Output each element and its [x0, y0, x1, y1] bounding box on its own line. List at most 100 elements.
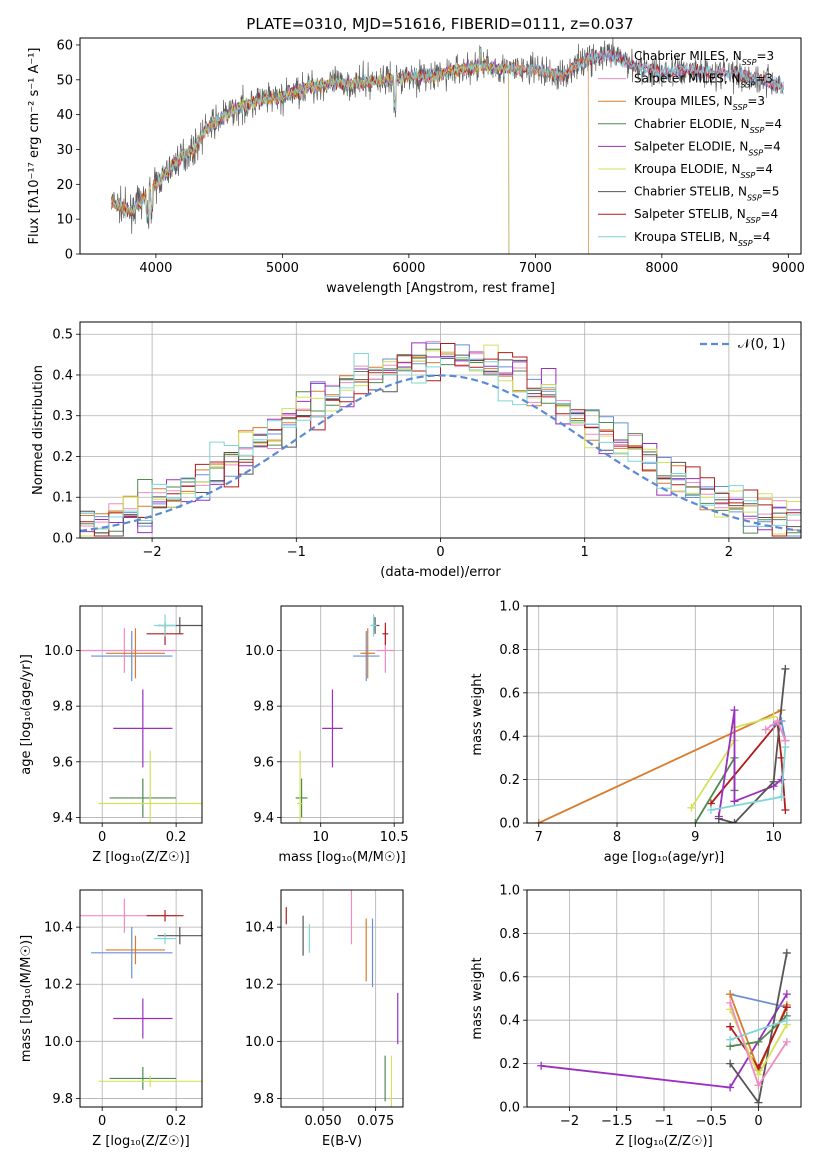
weight-marker [534, 819, 543, 823]
legend-entry: Kroupa ELODIE, NSSP=4 [598, 162, 773, 180]
weight_vs_age-xtick-label: 9 [691, 830, 699, 845]
spectrum-xtick-label: 6000 [392, 261, 425, 276]
weight-marker [782, 1037, 791, 1046]
weight-marker [726, 1059, 735, 1068]
residuals-steps [80, 341, 801, 537]
error-cross [370, 614, 377, 637]
mass_vs_ebv-ytick-label: 10.0 [245, 1035, 274, 1050]
weight-marker [754, 1098, 763, 1107]
weight-marker [726, 1022, 735, 1031]
age_vs_mass-ytick-label: 9.4 [253, 811, 274, 826]
weight_vs_Z-ytick-label: 1.0 [499, 884, 520, 899]
weight-line [710, 720, 787, 811]
spectrum-xtick-label: 4000 [139, 261, 172, 276]
error-cross [105, 935, 166, 965]
legend-label: Chabrier STELIB, NSSP=5 [634, 185, 779, 203]
age_vs_mass-axes: 10 10.5 9.4 9.6 9.8 10.0 mass [log₁₀(M/M☉)] [245, 606, 409, 865]
legend-entry: Salpeter STELIB, NSSP=4 [598, 207, 778, 225]
spectrum-ylabel: Flux [fλ10⁻¹⁷ erg cm⁻² s⁻¹ A⁻¹] [27, 48, 42, 245]
weight-line [694, 754, 736, 823]
residuals-ytick-label: 0.3 [52, 409, 73, 424]
age_vs_Z-ytick-label: 9.6 [52, 755, 73, 770]
spectrum-ytick-label: 10 [56, 213, 73, 228]
age_vs_mass-xtick-label: 10 [312, 830, 329, 845]
weight_vs_age-ytick-label: 0.0 [499, 817, 520, 832]
mass_vs_Z-frame [79, 889, 203, 1108]
legend-label: Kroupa ELODIE, NSSP=4 [634, 162, 773, 180]
weight_vs_Z-lines [537, 948, 791, 1107]
weight-marker [781, 664, 790, 673]
legend-label: Salpeter MILES, NSSP=3 [634, 72, 773, 90]
weight_vs_Z-xlabel: Z [log₁₀(Z/Z☉)] [615, 1134, 712, 1149]
spectrum-axes: 4000 5000 6000 7000 8000 9000 0 10 20 30 40 50 60 wav… [27, 38, 805, 296]
residuals-xtick-label: 0 [436, 545, 444, 560]
mass_vs_Z-xlabel: Z [log₁₀(Z/Z☉)] [92, 1134, 189, 1149]
weight_vs_Z-ylabel: mass weight [470, 957, 485, 1039]
weight_vs_age-ytick-label: 0.6 [499, 686, 520, 701]
spectrum-ytick-label: 0 [65, 248, 73, 263]
residuals-ytick-label: 0.1 [52, 491, 73, 506]
mass_vs_Z-ytick-label: 9.8 [52, 1092, 73, 1107]
normal-legend-label: 𝒩(0, 1) [738, 337, 785, 352]
mass_vs_Z-axes: 0 0.2 9.8 10.0 10.2 10.4 Z [log₁₀(Z/Z☉)] mass [… [19, 890, 202, 1149]
weight-marker [761, 725, 770, 734]
weight_vs_age-lines [534, 664, 790, 823]
error-cross [98, 750, 202, 823]
error-cross [91, 631, 173, 682]
weight-line [538, 709, 782, 823]
weight_vs_Z-ytick-label: 0.2 [499, 1057, 520, 1072]
weight-marker [726, 990, 735, 999]
age_vs_mass-xlabel: mass [log₁₀(M/M☉)] [278, 850, 405, 865]
spectrum-frame [79, 37, 802, 255]
mass_vs_ebv-frame [280, 889, 404, 1108]
error-cross [109, 778, 177, 818]
weight_vs_age-xtick-label: 8 [613, 830, 621, 845]
residuals-ylabel: Normed distribution [31, 365, 46, 495]
legend-label: Kroupa MILES, NSSP=3 [634, 94, 765, 112]
age_vs_mass-frame [280, 605, 404, 824]
weight_vs_Z-frame [526, 889, 802, 1108]
error-cross [98, 1075, 202, 1088]
weight_vs_Z-axes: −2 −1.5 −1 −0.5 0 0.0 0.2 0.4 0.6 0.8 1.0 Z [log₁₀(… [470, 884, 801, 1149]
age_vs_Z-frame [79, 605, 203, 824]
weight-marker [782, 948, 791, 957]
weight-marker [730, 819, 739, 823]
age_vs_mass-ytick-label: 9.6 [253, 755, 274, 770]
age_vs_Z-ytick-label: 10.0 [44, 644, 73, 659]
weight_vs_age-xlabel: age [log₁₀(age/yr)] [604, 850, 725, 865]
age_vs_Z-xlabel: Z [log₁₀(Z/Z☉)] [92, 850, 189, 865]
spectrum-xtick-label: 9000 [772, 261, 805, 276]
weight-marker [769, 777, 778, 786]
legend-entry: Salpeter MILES, NSSP=3 [598, 72, 773, 90]
age_vs_Z-axes: 0 0.2 9.4 9.6 9.8 10.0 Z [log₁₀(Z/Z☉)] age [log… [19, 606, 202, 865]
age_vs_Z-points [80, 614, 202, 823]
age_vs_mass-points [295, 614, 395, 823]
residuals-xtick-label: −2 [143, 545, 162, 560]
weight-marker [754, 1081, 763, 1090]
error-cross [146, 909, 184, 922]
error-cross [297, 750, 304, 823]
residuals-xlabel: (data-model)/error [380, 565, 501, 580]
weight-marker [687, 803, 696, 812]
weight-marker [777, 792, 786, 801]
age_vs_Z-ylabel: age [log₁₀(age/yr)] [19, 654, 34, 775]
weight-marker [754, 1070, 763, 1079]
mass_vs_ebv-xtick-label: 0.075 [357, 1114, 394, 1129]
legend-label: Salpeter ELODIE, NSSP=4 [634, 139, 781, 157]
weight-marker [782, 990, 791, 999]
weight_vs_Z-ytick-label: 0.8 [499, 927, 520, 942]
error-cross [91, 927, 173, 979]
mass_vs_Z-xtick-label: 0.2 [166, 1114, 187, 1129]
mass_vs_Z-ytick-label: 10.2 [44, 978, 73, 993]
residuals-xtick-label: 1 [581, 545, 589, 560]
error-cross [360, 628, 376, 679]
mass_vs_ebv-ytick-label: 9.8 [253, 1092, 274, 1107]
residuals-frame [79, 321, 802, 539]
age_vs_Z-xtick-label: 0.2 [166, 830, 187, 845]
spectrum-ytick-label: 50 [56, 73, 73, 88]
weight_vs_Z-xtick-label: −2 [560, 1114, 579, 1129]
spectrum-line [111, 38, 784, 234]
weight_vs_Z-xtick-label: −0.5 [695, 1114, 727, 1129]
weight_vs_Z-ytick-label: 0.4 [499, 1014, 520, 1029]
